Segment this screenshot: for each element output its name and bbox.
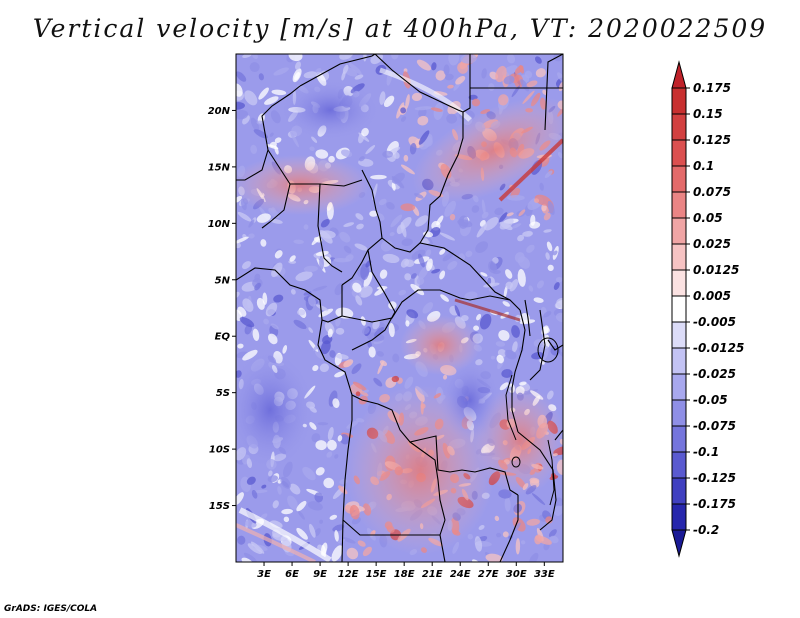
colorbar: 0.175 0.15 0.125 0.1 0.075 0.05 0.025 0.0125 0.0… (671, 60, 744, 558)
grads-credit: GrADS: IGES/COLA (4, 604, 98, 614)
lon-label: 6E (285, 569, 299, 580)
colorbar-label: 0.125 (693, 133, 731, 147)
colorbar-swatch (671, 503, 687, 531)
colorbar-swatch (671, 373, 687, 401)
colorbar-swatch (671, 399, 687, 427)
colorbar-label: 0.005 (693, 289, 731, 303)
colorbar-label: 0.1 (693, 159, 714, 173)
colorbar-swatch (671, 113, 687, 141)
colorbar-swatch (671, 243, 687, 271)
colorbar-swatch (671, 295, 687, 323)
colorbar-swatch (671, 87, 687, 115)
colorbar-swatch (671, 477, 687, 505)
colorbar-label: -0.0125 (693, 341, 744, 355)
colorbar-swatch (671, 321, 687, 349)
lat-label: 20N (208, 106, 231, 117)
colorbar-swatch (671, 191, 687, 219)
lakes (505, 337, 559, 506)
lat-label: EQ (215, 332, 231, 343)
colorbar-label: 0.05 (693, 211, 723, 225)
colorbar-top-arrow (671, 60, 687, 89)
colorbar-swatch (671, 165, 687, 193)
lon-label: 18E (394, 569, 415, 580)
lon-label: 30E (506, 569, 527, 580)
lon-label: 21E (422, 569, 443, 580)
colorbar-label: -0.025 (693, 367, 736, 381)
colorbar-label: -0.175 (693, 497, 736, 511)
lon-label: 12E (338, 569, 359, 580)
lon-label: 24E (450, 569, 471, 580)
colorbar-label: 0.15 (693, 107, 723, 121)
chart-title: Vertical velocity [m/s] at 400hPa, VT: 2… (32, 14, 768, 43)
colorbar-label: -0.05 (693, 393, 728, 407)
lon-label: 9E (313, 569, 327, 580)
colorbar-bottom-arrow (671, 529, 687, 558)
lon-label: 15E (366, 569, 387, 580)
latitude-axis: 20N 15N 10N 5N EQ 5S 10S 15S (208, 106, 236, 512)
colorbar-swatch (671, 451, 687, 479)
longitude-axis: 3E 6E 9E 12E 15E 18E 21E 24E 27E 30E 33E (257, 562, 555, 580)
lat-label: 5S (216, 388, 230, 399)
country-borders (236, 54, 563, 562)
colorbar-swatch (671, 139, 687, 167)
lon-label: 33E (534, 569, 555, 580)
colorbar-label: 0.075 (693, 185, 731, 199)
lat-label: 15N (208, 162, 231, 173)
colorbar-label: -0.075 (693, 419, 736, 433)
lon-label: 27E (478, 569, 499, 580)
lat-label: 5N (215, 275, 231, 286)
colorbar-label: -0.2 (693, 523, 719, 537)
colorbar-label: -0.125 (693, 471, 736, 485)
colorbar-swatch (671, 269, 687, 297)
lat-label: 15S (209, 501, 230, 512)
colorbar-label: -0.005 (693, 315, 736, 329)
map-frame (235, 53, 564, 563)
colorbar-label: 0.025 (693, 237, 731, 251)
lat-label: 10N (208, 219, 231, 230)
colorbar-swatch (671, 425, 687, 453)
colorbar-label: -0.1 (693, 445, 719, 459)
lon-label: 3E (257, 569, 271, 580)
colorbar-swatch (671, 217, 687, 245)
colorbar-swatch (671, 347, 687, 375)
velocity-field (236, 54, 563, 562)
colorbar-label: 0.175 (693, 81, 731, 95)
lat-label: 10S (209, 445, 230, 456)
colorbar-label: 0.0125 (693, 263, 739, 277)
